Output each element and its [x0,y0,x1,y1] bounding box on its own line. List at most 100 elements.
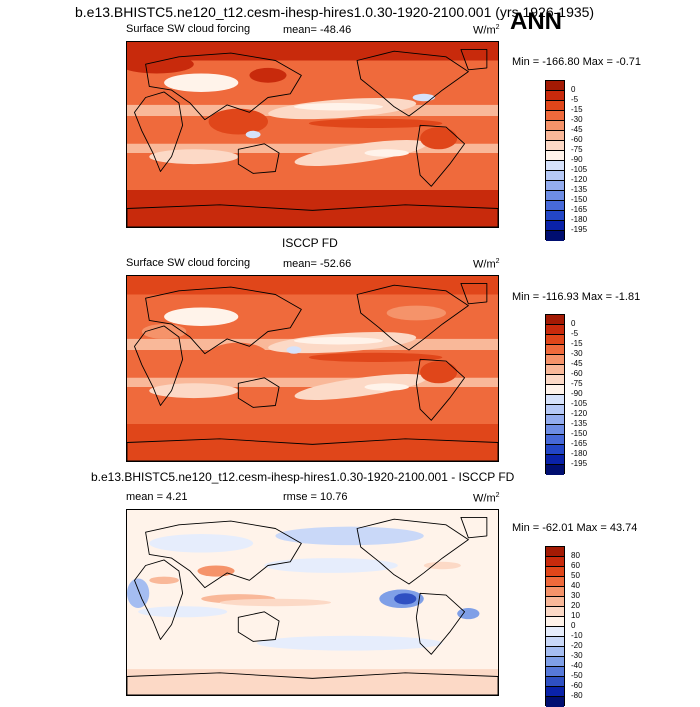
coastline [134,559,184,640]
field-contour [286,346,302,354]
colorbar-swatch [546,557,564,567]
field-contour [249,67,287,83]
colorbar-swatch [546,657,564,667]
field-contour [364,383,409,391]
colorbar-swatch [546,345,564,355]
colorbar-swatch [546,375,564,385]
coastline [356,50,469,117]
colorbar-tick-label: -30 [571,115,583,124]
colorbar-swatch [546,211,564,221]
colorbar-tick-label: -120 [571,175,588,184]
colorbar-tick-label: -60 [571,369,583,378]
colorbar-swatch [546,171,564,181]
colorbar-swatch [546,141,564,151]
panel3-mean-label: mean = 4.21 [126,491,188,503]
field-band [127,669,498,695]
field-band [127,42,498,61]
colorbar-swatch [546,191,564,201]
colorbar-swatch [546,395,564,405]
colorbar-swatch [546,101,564,111]
coastline [415,358,466,421]
colorbar-swatch [546,161,564,171]
colorbar-swatch [546,201,564,211]
colorbar-tick-label: -80 [571,691,583,700]
colorbar-swatch [546,121,564,131]
coastline [134,91,184,172]
colorbar-swatch [546,425,564,435]
field-svg [127,42,498,227]
colorbar-tick-label: -60 [571,135,583,144]
field-band [127,190,498,227]
colorbar-tick-label: 0 [571,85,576,94]
field-svg [127,510,498,695]
colorbar-swatch [546,231,564,241]
colorbar-tick-label: -5 [571,329,579,338]
colorbar-tick-label: 40 [571,581,580,590]
colorbar-swatch [546,677,564,687]
panel2-units: W/m2 [473,258,500,271]
colorbar-tick-label: -105 [571,165,588,174]
colorbar-swatch [546,315,564,325]
figure-title: b.e13.BHISTC5.ne120_t12.cesm-ihesp-hires… [75,4,595,20]
panel2-map [126,275,499,462]
colorbar-tick-label: -20 [571,641,583,650]
colorbar-tick-label: 20 [571,601,580,610]
coastline [127,672,498,695]
colorbar-tick-label: -105 [571,399,588,408]
field-contour [245,130,261,139]
colorbar-tick-label: -90 [571,389,583,398]
coastline [145,520,302,589]
field-contour [423,561,461,570]
colorbar-swatch [546,667,564,677]
colorbar-swatch [546,567,564,577]
field-contour [127,578,150,609]
field-contour [275,526,424,546]
colorbar-tick-label: -5 [571,95,579,104]
coastline [356,284,469,351]
colorbar-swatch [546,151,564,161]
field-contour [420,361,458,384]
colorbar-swatch [546,597,564,607]
field-contour [294,373,427,401]
colorbar-swatch [546,577,564,587]
field-contour [197,565,235,577]
colorbar-swatch [546,607,564,617]
field-contour [308,118,443,129]
colorbar-tick-label: -30 [571,651,583,660]
colorbar-swatch [546,465,564,475]
field-band [127,143,498,153]
colorbar-tick-label: -50 [571,671,583,680]
panel2-title: ISCCP FD [282,236,338,250]
colorbar-tick-label: 30 [571,591,580,600]
field-contour [386,305,447,321]
colorbar-tick-label: -90 [571,155,583,164]
colorbar-tick-label: 0 [571,621,576,630]
colorbar-swatch [546,91,564,101]
panel1-left-label: Surface SW cloud forcing [126,23,251,35]
colorbar-swatch [546,687,564,697]
field-contour [308,352,443,363]
colorbar-tick-label: -40 [571,661,583,670]
colorbar-tick-label: -75 [571,379,583,388]
coastline [127,204,498,227]
colorbar-tick-label: 0 [571,319,576,328]
panel2-mean-label: mean= -52.66 [283,258,352,270]
colorbar-swatch [546,325,564,335]
coastline [127,438,498,461]
panel2-left-label: Surface SW cloud forcing [126,257,251,269]
field-band [127,276,498,295]
coastline [134,325,184,406]
colorbar-tick-label: -135 [571,185,588,194]
field-contour [138,606,228,618]
coastline [356,518,469,585]
field-contour [364,149,409,157]
colorbar-swatch [546,131,564,141]
coastline [460,516,488,539]
colorbar-swatch [546,435,564,445]
colorbar-tick-label: -75 [571,145,583,154]
colorbar-tick-label: -150 [571,195,588,204]
field-contour [149,383,239,399]
panel1-map [126,41,499,228]
colorbar-swatch [546,455,564,465]
field-svg [127,276,498,461]
